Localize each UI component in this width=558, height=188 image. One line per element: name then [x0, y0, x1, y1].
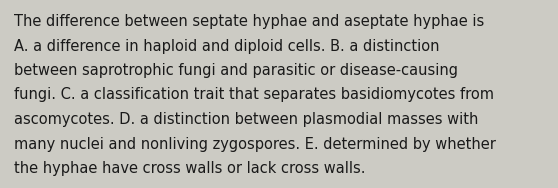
Text: fungi. C. a classification trait that separates basidiomycotes from: fungi. C. a classification trait that se… — [14, 87, 494, 102]
Text: the hyphae have cross walls or lack cross walls.: the hyphae have cross walls or lack cros… — [14, 161, 365, 176]
Text: many nuclei and nonliving zygospores. E. determined by whether: many nuclei and nonliving zygospores. E.… — [14, 136, 496, 152]
Text: ascomycotes. D. a distinction between plasmodial masses with: ascomycotes. D. a distinction between pl… — [14, 112, 478, 127]
Text: between saprotrophic fungi and parasitic or disease-causing: between saprotrophic fungi and parasitic… — [14, 63, 458, 78]
Text: The difference between septate hyphae and aseptate hyphae is: The difference between septate hyphae an… — [14, 14, 484, 29]
Text: A. a difference in haploid and diploid cells. B. a distinction: A. a difference in haploid and diploid c… — [14, 39, 440, 54]
